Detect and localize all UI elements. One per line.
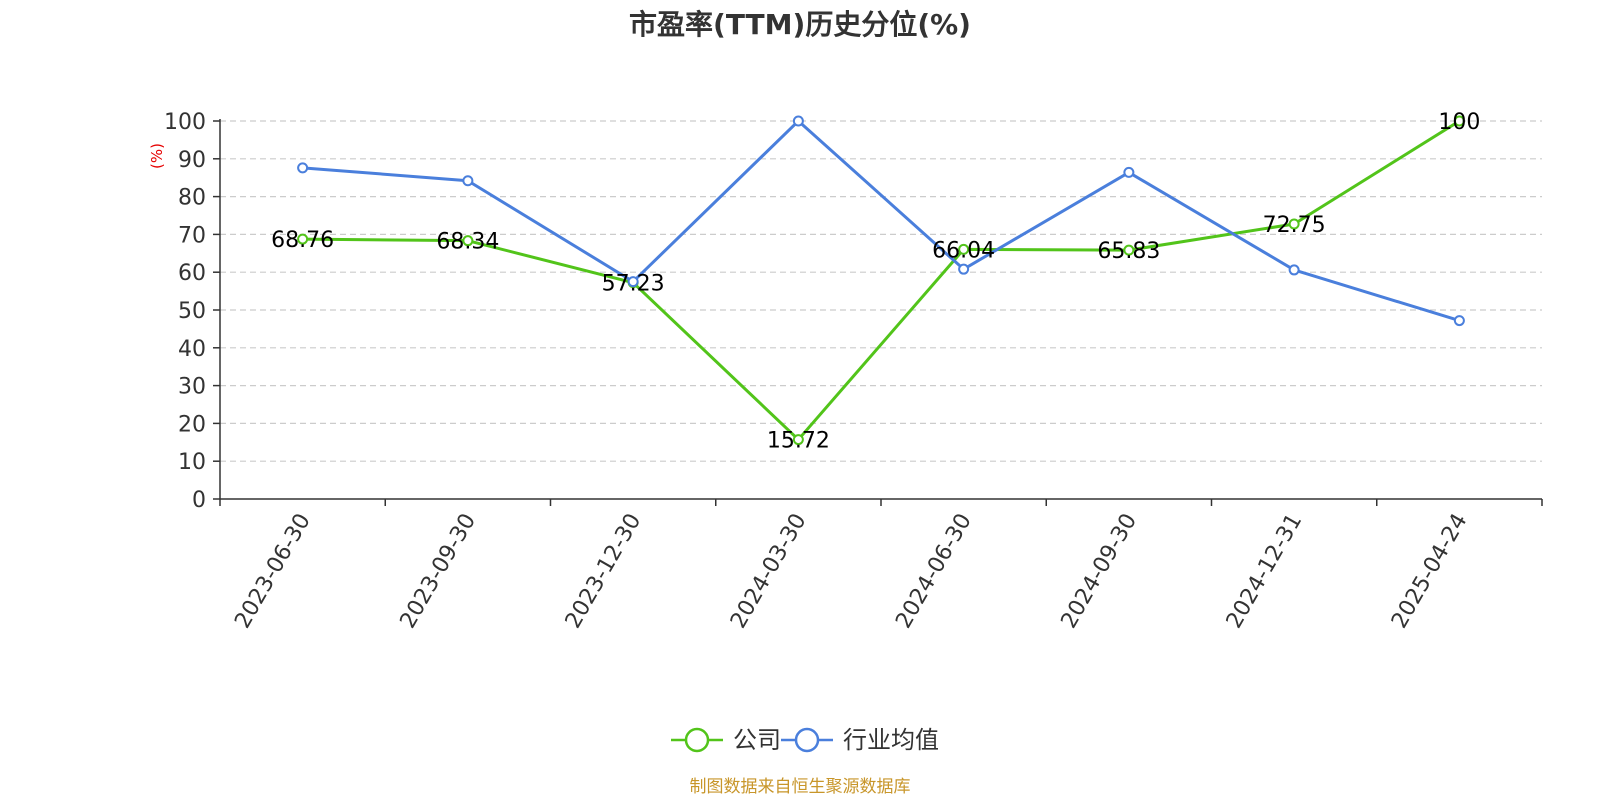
data-point[interactable]: [1123, 244, 1135, 256]
data-point[interactable]: [627, 276, 639, 288]
series-line-1: [302, 119, 1461, 442]
y-axis-label: (%): [148, 143, 166, 169]
legend-item-2[interactable]: 行业均值: [781, 726, 939, 754]
axes: 0 10 20 30 40 50 60 70 80 90 100 2023-06-30 2023-09-…: [164, 110, 1543, 633]
x-tick-label: 2024-12-31: [1222, 510, 1308, 633]
data-label: 68.34: [436, 230, 499, 255]
legend[interactable]: 公司 行业均值: [671, 726, 939, 754]
y-tick-label: 20: [178, 412, 206, 437]
data-point[interactable]: [297, 162, 309, 174]
y-tick-label: 50: [178, 299, 206, 324]
data-point[interactable]: [1288, 218, 1300, 230]
y-tick-label: 80: [178, 186, 206, 211]
x-tick-label: 2023-12-30: [561, 510, 647, 633]
x-tick-label: 2025-04-24: [1387, 510, 1473, 633]
y-tick-label: 0: [192, 488, 206, 513]
series-lines: [297, 115, 1465, 446]
data-labels: 68.76 68.34 57.23 15.72 66.04 65.83 72.75 100: [271, 110, 1480, 454]
data-label: 65.83: [1097, 239, 1160, 264]
y-tick-label: 60: [178, 261, 206, 286]
data-label: 66.04: [932, 238, 995, 263]
series-line-2: [302, 119, 1460, 323]
x-tick-label: 2024-03-30: [726, 510, 812, 633]
data-point[interactable]: [1123, 166, 1135, 178]
grid-lines: [220, 120, 1542, 462]
legend-item-1[interactable]: 公司: [671, 726, 781, 754]
legend-label: 行业均值: [843, 726, 939, 754]
data-point[interactable]: [958, 263, 970, 275]
y-tick-label: 90: [178, 148, 206, 173]
y-tick-label: 100: [164, 110, 206, 135]
data-label: 57.23: [602, 272, 665, 297]
data-point[interactable]: [297, 233, 309, 245]
data-label: 15.72: [767, 429, 830, 454]
data-label: 100: [1438, 110, 1480, 135]
data-point[interactable]: [958, 243, 970, 255]
legend-marker: [794, 727, 820, 753]
x-tick-label: 2024-06-30: [891, 510, 977, 633]
data-point[interactable]: [1453, 115, 1465, 127]
y-tick-label: 30: [178, 375, 206, 400]
source-note: 制图数据来自恒生聚源数据库: [690, 777, 911, 797]
legend-marker: [684, 727, 710, 753]
data-point[interactable]: [1288, 264, 1300, 276]
y-tick-label: 70: [178, 223, 206, 248]
data-point[interactable]: [792, 434, 804, 446]
x-tick-label: 2024-09-30: [1056, 510, 1142, 633]
chart-title: 市盈率(TTM)历史分位(%): [629, 8, 971, 41]
x-tick-label: 2023-09-30: [395, 510, 481, 633]
legend-label: 公司: [733, 726, 781, 754]
y-tick-label: 10: [178, 450, 206, 475]
data-point[interactable]: [462, 175, 474, 187]
x-tick-label: 2023-06-30: [230, 510, 316, 633]
data-point[interactable]: [462, 235, 474, 247]
y-tick-label: 40: [178, 337, 206, 362]
data-point[interactable]: [792, 115, 804, 127]
data-point[interactable]: [1453, 315, 1465, 327]
data-label: 72.75: [1263, 213, 1326, 238]
data-label: 68.76: [271, 228, 334, 253]
